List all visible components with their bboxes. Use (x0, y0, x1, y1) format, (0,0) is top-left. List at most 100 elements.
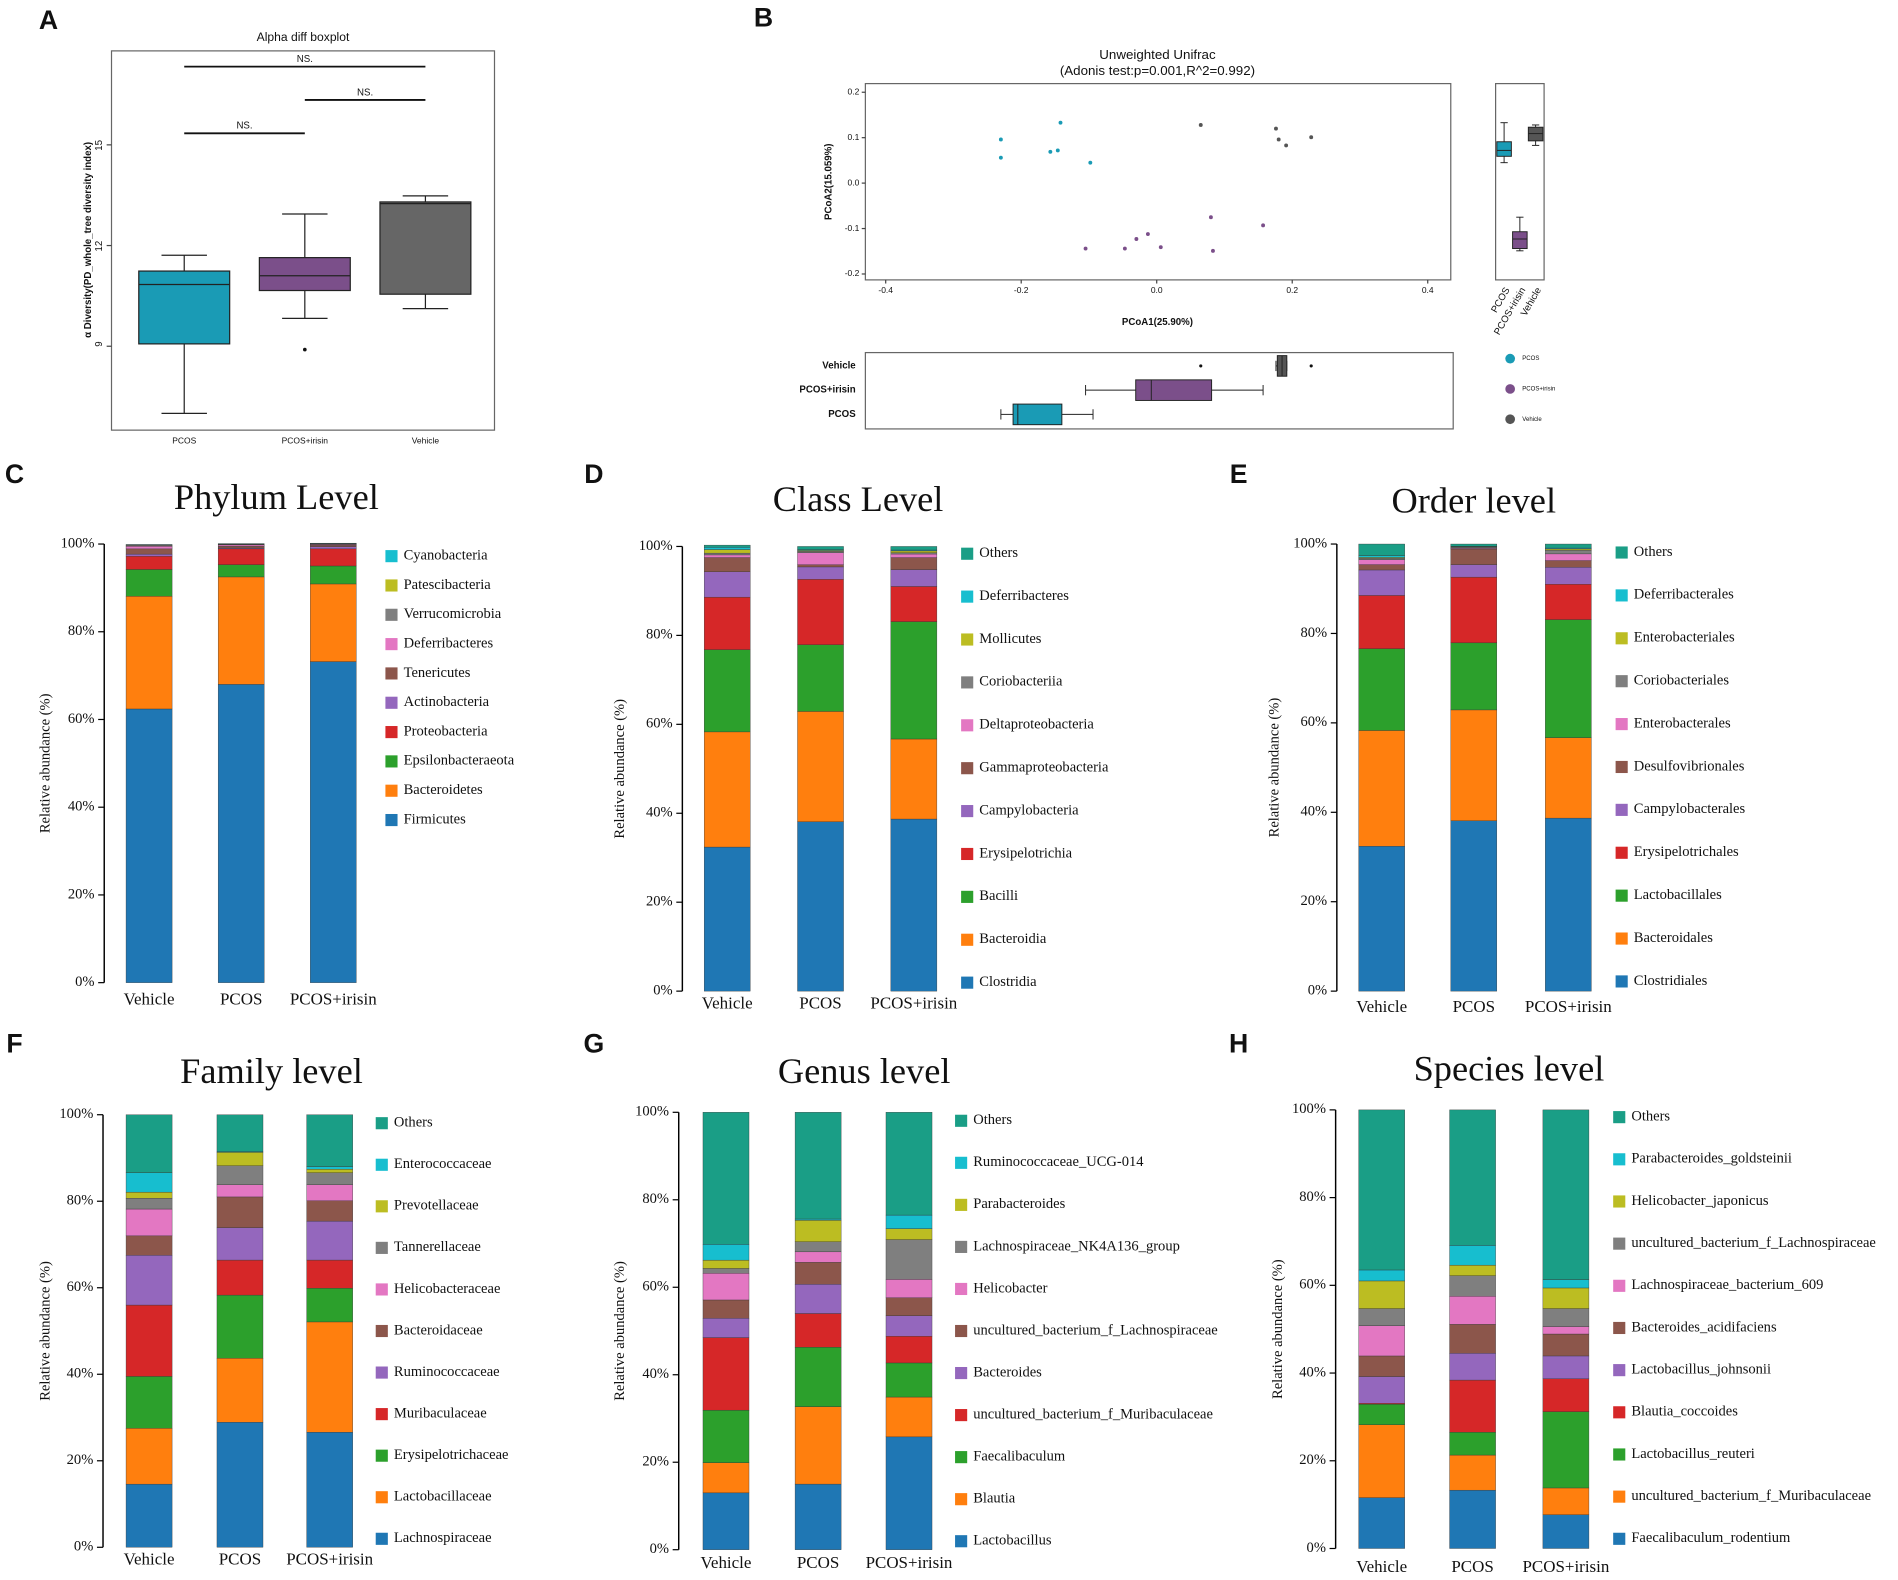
point (1284, 143, 1289, 148)
legend-label: Cyanobacteria (404, 547, 488, 563)
bar-segment (1358, 1280, 1405, 1309)
legend-swatch (1613, 1153, 1626, 1166)
x-tick-label: PCOS (220, 990, 262, 1009)
point (998, 137, 1003, 142)
chart-title: Genus level (778, 1051, 951, 1091)
bar-segment (794, 1483, 842, 1550)
y-tick-label: 40% (642, 1366, 669, 1382)
bar-segment (216, 1358, 264, 1423)
bar-segment (217, 544, 265, 547)
bar-segment (885, 1297, 933, 1316)
legend-swatch (961, 633, 974, 646)
legend-swatch (1613, 1111, 1626, 1124)
legend-label: Lachnospiraceae_NK4A136_group (973, 1238, 1180, 1254)
box (1512, 231, 1528, 250)
bar-segment (1358, 1269, 1405, 1282)
bar-segment (125, 1114, 173, 1173)
bar-segment (885, 1112, 933, 1216)
bar-segment (794, 1313, 842, 1348)
bar-segment (703, 547, 751, 550)
y-tick-label: 0.1 (848, 132, 860, 142)
panel-letter: C (5, 459, 24, 489)
y-tick-label: -0.2 (845, 268, 860, 278)
bar-segment (702, 1268, 750, 1274)
legend-swatch (375, 1408, 388, 1421)
chart-title: Family level (180, 1051, 363, 1091)
panel-letter: F (6, 1029, 22, 1059)
y-tick-label: 15 (94, 140, 105, 151)
y-tick-label: 40% (646, 805, 673, 821)
legend-label: Lachnospiraceae_bacterium_609 (1631, 1277, 1823, 1293)
bar-segment (1542, 1333, 1590, 1357)
bar-segment (310, 545, 357, 547)
bar-segment (310, 548, 357, 567)
y-tick-label: 0% (1308, 982, 1327, 998)
bar-segment (1358, 555, 1405, 558)
y-tick-label: 100% (1293, 535, 1327, 551)
bar-segment (125, 1191, 173, 1199)
bar-segment (794, 1241, 842, 1253)
y-tick-label: 60% (1301, 714, 1328, 730)
legend-label: Bacteroidales (1634, 930, 1713, 946)
legend-label: Parabacteroides (973, 1196, 1065, 1212)
box (1012, 403, 1063, 426)
chart-title: Class Level (773, 479, 944, 519)
y-tick-label: 0.2 (848, 86, 860, 96)
bar-segment (125, 1208, 173, 1237)
legend-label: Lachnospiraceae (394, 1530, 492, 1546)
x-tick-label: 0.0 (1151, 285, 1163, 295)
bar-segment (217, 564, 265, 578)
outlier (1199, 364, 1203, 368)
bar-segment (885, 1315, 933, 1337)
legend-label: Lactobacillus_johnsonii (1631, 1361, 1771, 1377)
bar-segment (1450, 564, 1498, 578)
legend-swatch (1613, 1364, 1626, 1377)
bar-segment (216, 1184, 264, 1198)
bar-segment (1358, 1497, 1405, 1549)
bar-segment (1358, 1109, 1405, 1271)
legend-label: Muribaculaceae (394, 1405, 487, 1421)
bar-segment (1450, 709, 1498, 821)
x-tick-label: PCOS (172, 435, 196, 445)
legend-swatch (955, 1240, 968, 1253)
legend-label: Blautia_coccoides (1631, 1404, 1738, 1420)
legend-swatch (375, 1449, 388, 1462)
y-tick-label: 40% (1299, 1364, 1326, 1380)
y-tick-label: 0% (75, 974, 94, 990)
legend-label: Enterococcaceae (394, 1156, 492, 1172)
bar-segment (1449, 1109, 1496, 1246)
legend-label: Bacteroidaceae (394, 1322, 483, 1338)
y-tick-label: 12 (94, 241, 105, 252)
bar-segment (1542, 1279, 1590, 1289)
legend-swatch (955, 1493, 968, 1506)
y-axis-label: Relative abundance (%) (612, 699, 628, 839)
legend-swatch (1613, 1321, 1626, 1335)
chart-title: Alpha diff boxplot (257, 30, 350, 44)
legend-swatch (375, 1491, 388, 1504)
bar-segment (1449, 1432, 1496, 1456)
bar-segment (1450, 576, 1498, 644)
y-axis-label: Relative abundance (%) (1270, 1259, 1286, 1399)
bar-segment (125, 553, 173, 557)
y-axis-label: Relative abundance (%) (37, 1261, 53, 1401)
bar-segment (794, 1262, 842, 1285)
legend-swatch (961, 547, 974, 560)
legend-label: Clostridiales (1634, 973, 1708, 989)
bar-segment (1542, 1411, 1590, 1489)
bar-segment (885, 1396, 933, 1438)
bar-segment (1449, 1275, 1496, 1297)
bar-segment (702, 1492, 750, 1550)
bar-segment (1358, 1308, 1405, 1326)
point (1048, 149, 1053, 154)
bar-segment (306, 1287, 353, 1323)
point (1309, 135, 1314, 140)
bar-segment (125, 569, 173, 597)
legend-label: Enterobacterales (1634, 715, 1731, 731)
bar-segment (306, 1184, 353, 1201)
bar-segment (703, 557, 751, 572)
box-label: PCOS+irisin (799, 385, 855, 396)
bar-segment (125, 1255, 173, 1306)
legend-label: Desulfovibrionales (1634, 758, 1745, 774)
legend-label: Parabacteroides_goldsteinii (1631, 1151, 1792, 1167)
